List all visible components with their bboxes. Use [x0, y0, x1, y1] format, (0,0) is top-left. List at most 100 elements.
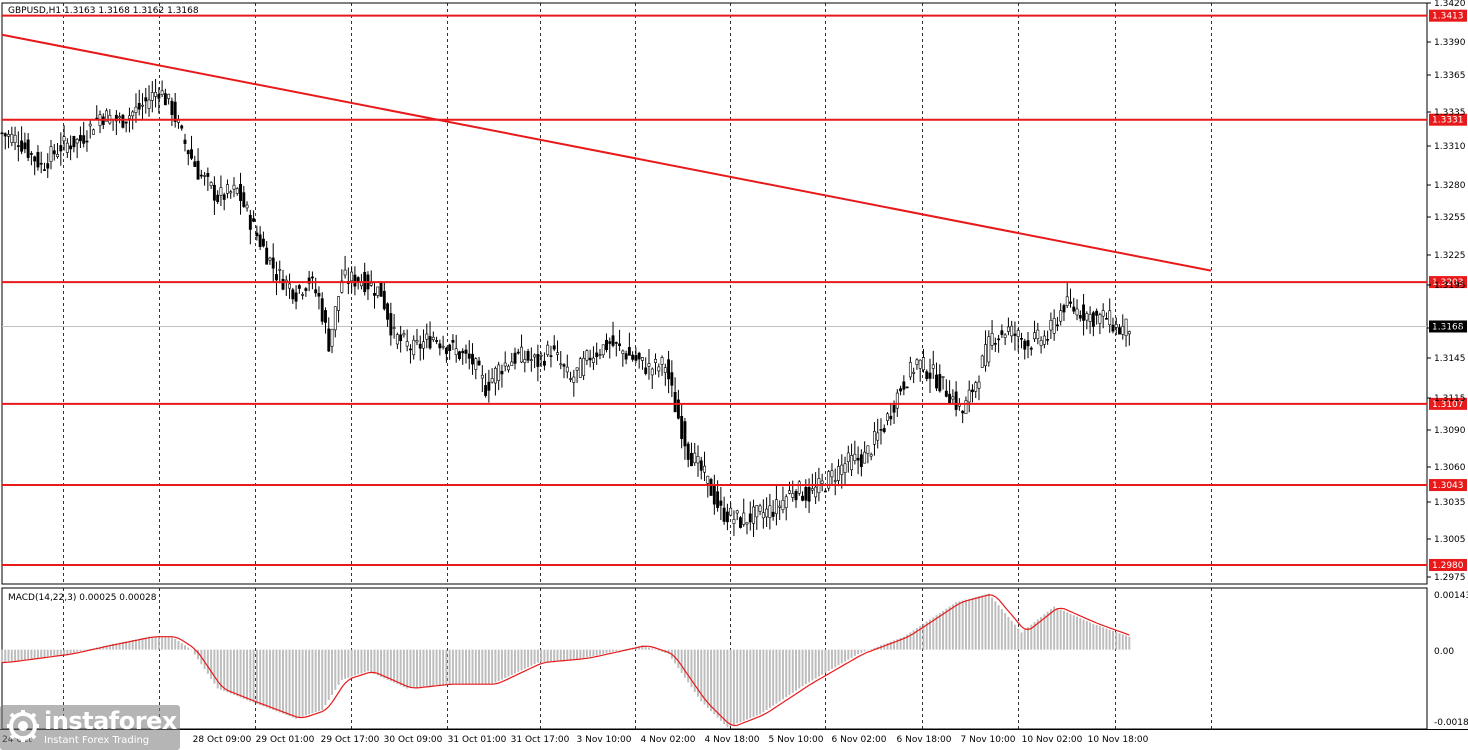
macd-histogram-bar [1023, 629, 1026, 650]
macd-histogram-bar [817, 649, 820, 677]
candle [186, 149, 190, 166]
candle [804, 479, 808, 509]
candle [252, 210, 256, 223]
macd-histogram-bar [478, 649, 481, 685]
candle-body [533, 354, 537, 358]
candle-body [974, 382, 978, 392]
macd-histogram-bar [1046, 611, 1049, 650]
macd-histogram-bar [889, 641, 892, 650]
candle [147, 85, 151, 117]
candle [239, 172, 242, 215]
candle [827, 469, 831, 492]
candle [85, 130, 89, 152]
candle-body [261, 238, 265, 247]
candle-body [170, 100, 174, 116]
macd-histogram-bar [154, 636, 157, 650]
candle [654, 353, 657, 375]
macd-histogram-bar [383, 649, 386, 679]
candle-body [663, 367, 667, 373]
candle [529, 347, 533, 372]
macd-histogram-bar [896, 639, 899, 650]
candle [144, 87, 148, 114]
macd-histogram-bar [543, 649, 546, 662]
candle [758, 503, 762, 516]
candle-body [229, 191, 233, 194]
candle-body [245, 204, 249, 209]
candle-body [788, 490, 791, 494]
candle-body [1013, 333, 1017, 336]
macd-histogram-bar [500, 649, 503, 680]
candle-body [774, 499, 778, 515]
candle-body [252, 218, 256, 222]
candle-body [448, 344, 452, 351]
macd-histogram-bar [870, 649, 873, 650]
candle-body [951, 396, 955, 400]
candle-body [647, 363, 651, 367]
macd-histogram-bar [549, 649, 552, 662]
candle-body [173, 101, 177, 122]
candle [680, 404, 684, 449]
candle-body [258, 234, 262, 248]
candle-body [899, 388, 903, 392]
candle-body [23, 142, 27, 150]
candle [7, 130, 10, 149]
macd-histogram-bar [618, 649, 621, 651]
macd-histogram-bar [327, 649, 330, 700]
macd-histogram-bar [1121, 634, 1124, 650]
candle [605, 333, 608, 353]
candle-body [1072, 306, 1076, 312]
candle-body [732, 518, 736, 524]
candle-body [114, 114, 118, 122]
candle-body [297, 285, 301, 289]
candle-body [62, 136, 66, 142]
level-price-label: 1.3107 [1432, 400, 1464, 410]
macd-histogram-bar [1030, 624, 1033, 650]
candle [304, 286, 308, 297]
candle [314, 277, 318, 297]
candle-body [458, 351, 461, 359]
candle-body [654, 358, 657, 363]
candle [1091, 310, 1095, 337]
macd-histogram-bar [23, 649, 26, 660]
candle-body [856, 457, 860, 461]
candle-body [667, 359, 671, 380]
candle [180, 124, 184, 131]
candle-body [699, 460, 703, 471]
candle-body [395, 334, 399, 345]
macd-histogram-bar [772, 649, 775, 706]
macd-histogram-bar [184, 645, 186, 650]
candle [732, 510, 736, 536]
candle-body [631, 354, 635, 360]
candle [425, 323, 429, 349]
macd-histogram-bar [546, 649, 549, 662]
macd-histogram-bar [1056, 607, 1059, 650]
candle-body [503, 362, 507, 367]
macd-histogram-bar [987, 593, 990, 650]
candle [1127, 330, 1131, 346]
macd-histogram-bar [798, 649, 801, 689]
candle [422, 329, 425, 360]
macd-histogram-bar [491, 649, 494, 685]
macd-histogram-bar [249, 649, 252, 702]
level-price-tag [1429, 9, 1467, 22]
candle-body [65, 142, 69, 153]
candle-body [1065, 296, 1069, 306]
candle [294, 285, 298, 310]
candle [268, 256, 272, 265]
candle [382, 281, 386, 311]
candle [1121, 314, 1125, 340]
macd-histogram-bar [657, 649, 660, 651]
macd-histogram-bar [59, 649, 62, 655]
candle-body [1020, 338, 1023, 340]
macd-histogram-bar [726, 649, 729, 728]
macd-histogram-bar [1098, 626, 1101, 650]
macd-histogram-bar [703, 649, 706, 705]
macd-histogram-bar [445, 649, 448, 685]
candle [706, 475, 710, 498]
x-tick-label: 4 Nov 02:00 [641, 735, 696, 745]
candle-body [660, 357, 664, 365]
x-tick-label: 29 Oct 17:00 [321, 735, 380, 745]
candle-body [866, 445, 870, 454]
candle-body [915, 359, 919, 365]
